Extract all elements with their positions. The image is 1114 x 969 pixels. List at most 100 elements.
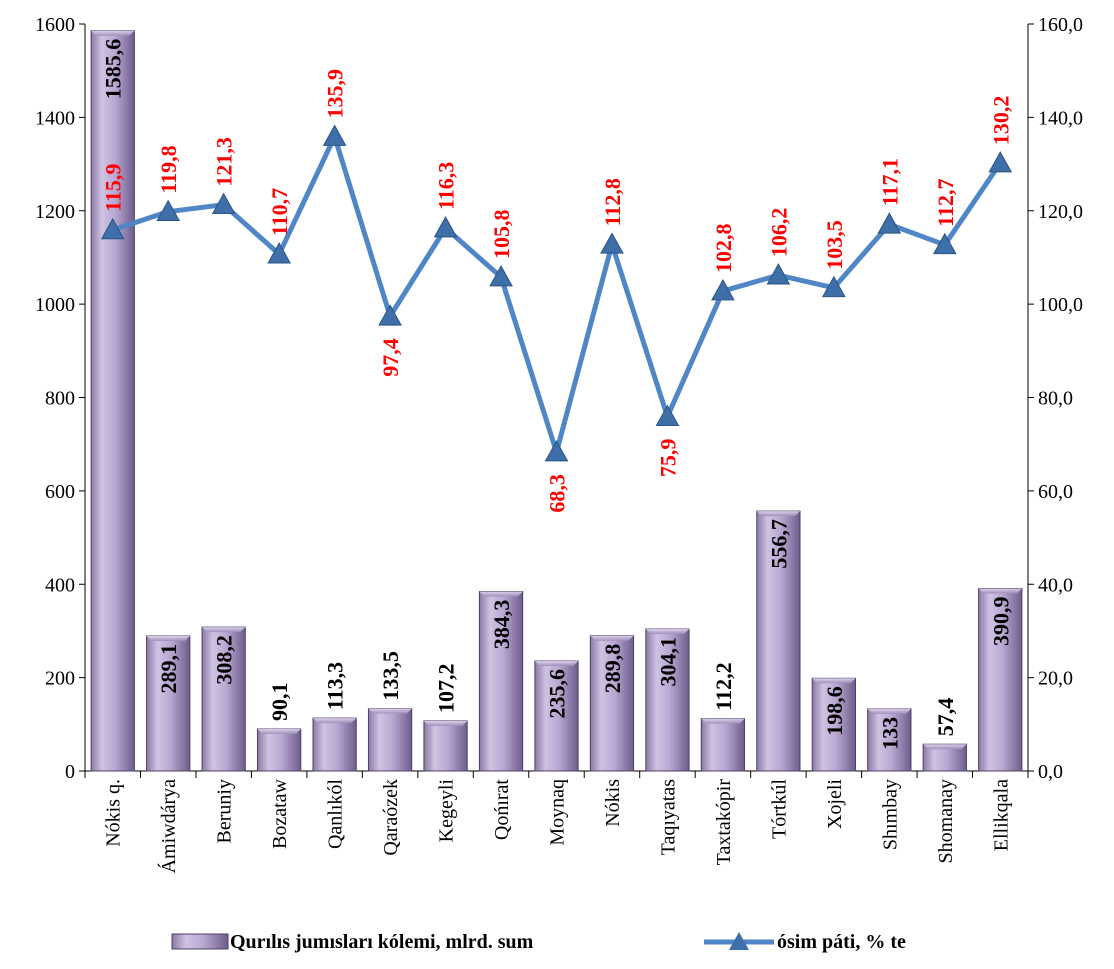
line-point: [489, 265, 513, 287]
right-tick-label: 120,0: [1038, 201, 1083, 223]
line-data-label: 102,8: [711, 224, 736, 274]
bar-data-label: 112,2: [711, 662, 736, 710]
line-series: [100, 124, 1013, 462]
line-data-label: 116,3: [434, 162, 459, 210]
legend-bar-label: Qurılıs jumısları kólemi, mlrd. sum: [230, 931, 534, 953]
line-data-label: 103,5: [822, 220, 847, 270]
bar-bevel: [534, 661, 579, 667]
bar-data-label: 556,7: [766, 519, 791, 569]
line-data-label: 110,7: [267, 188, 292, 236]
bar-data-label: 113,3: [323, 662, 348, 710]
bar: [367, 708, 413, 772]
bar-bevel: [257, 728, 301, 734]
x-tick-label: Moynaq: [547, 779, 569, 846]
bar: [867, 708, 912, 772]
x-tick-label: Xojeli: [824, 779, 846, 829]
bar: [146, 635, 191, 772]
bar-data-label: 1585,6: [101, 39, 126, 100]
x-tick-label: Qaraózek: [380, 779, 402, 856]
data-labels: 1585,6 289,1 308,2 90,1 113,3 133,5 107,2 384,3…: [101, 39, 1014, 750]
right-tick-label: 20,0: [1038, 668, 1073, 690]
bar-data-label: 384,3: [489, 600, 514, 650]
left-tick-label: 400: [45, 574, 75, 596]
line-point: [655, 404, 680, 426]
bar-bevel: [923, 744, 967, 750]
bar-series: [90, 30, 1023, 772]
x-tick-label: Tórtkúl: [768, 779, 790, 839]
x-tick-label: Nókis: [602, 779, 624, 827]
line-point: [378, 304, 402, 326]
bar-bevel: [146, 636, 190, 642]
bar-bevel: [756, 511, 801, 517]
line-point: [766, 263, 791, 285]
right-tick-label: 160,0: [1038, 14, 1083, 36]
x-tick-label: Qońırat: [491, 779, 513, 841]
bar-data-label: 308,2: [212, 635, 237, 685]
line-data-label: 105,8: [489, 210, 514, 260]
line-point: [322, 124, 347, 146]
x-tick-label: Taxtakópir: [713, 779, 735, 866]
bar-bevel: [978, 588, 1022, 594]
bar-data-label: 304,1: [655, 637, 680, 687]
line-point: [600, 232, 624, 254]
bar-data-label: 390,9: [988, 596, 1013, 646]
x-tick-label: Beruniy: [214, 779, 236, 843]
bar-data-label: 198,6: [822, 686, 847, 736]
line-data-label: 68,3: [545, 474, 570, 513]
line-point: [156, 199, 181, 221]
bar-bevel: [202, 627, 246, 633]
right-tick-label: 0,0: [1038, 761, 1063, 783]
left-tick-label: 1600: [35, 14, 75, 36]
left-tick-label: 600: [45, 481, 75, 503]
bar: [201, 626, 246, 772]
bar: [257, 728, 302, 772]
line-point: [932, 232, 957, 255]
bar: [700, 718, 746, 772]
x-tick-label: Shımbay: [879, 779, 901, 850]
line-data-label: 119,8: [156, 145, 181, 193]
legend-line-label: ósim páti, % te: [777, 931, 906, 953]
right-tick-label: 60,0: [1038, 481, 1073, 503]
x-tick-label: Nókis q.: [103, 779, 125, 847]
bar-data-label: 90,1: [267, 682, 292, 721]
line-point: [877, 212, 902, 234]
bar-bevel: [423, 720, 468, 726]
right-tick-label: 140,0: [1038, 107, 1083, 129]
line-point: [100, 217, 125, 240]
bar-data-label: 133,5: [378, 651, 403, 701]
bar: [312, 717, 357, 772]
line-point: [711, 279, 735, 301]
line-data-label: 130,2: [988, 96, 1013, 145]
x-tick-label: Kegeyli: [436, 779, 458, 843]
x-tick-label: Taqıyatas: [657, 779, 679, 856]
bar-data-label: 107,2: [434, 663, 459, 713]
legend-line-marker: [729, 932, 749, 950]
legend-bar-swatch: [171, 933, 229, 950]
line-data-label: 121,3: [212, 137, 237, 186]
bar-bevel: [479, 591, 523, 597]
bar-bevel: [645, 629, 690, 635]
axes: 0 200 400 600 800 1000 1200 1400 1600 0,0 20,0 40,0…: [35, 14, 1083, 873]
line-data-label: 135,9: [323, 69, 348, 119]
x-tick-label: Shomanay: [935, 779, 957, 863]
left-tick-label: 1000: [35, 294, 75, 316]
bar-bevel: [701, 718, 745, 724]
right-tick-label: 80,0: [1038, 388, 1073, 410]
bar-data-label: 289,1: [156, 644, 181, 694]
line-point: [267, 242, 291, 264]
bar-bevel: [91, 30, 135, 36]
left-tick-label: 0: [65, 761, 75, 783]
bar-data-label: 235,6: [545, 669, 570, 719]
x-tick-label: Bozataw: [269, 778, 291, 849]
line-path: [111, 134, 1003, 455]
line-point: [544, 440, 569, 462]
line-data-label: 115,9: [101, 164, 126, 212]
x-tick-label: Ámiwdárya: [157, 779, 180, 874]
bar-bevel: [312, 718, 357, 724]
bar: [478, 591, 524, 772]
line-data-label: 106,2: [766, 208, 791, 258]
x-tick-label: Qanlıkól: [325, 779, 347, 849]
bar-data-label: 289,8: [600, 644, 625, 694]
left-tick-label: 800: [45, 388, 75, 410]
line-data-label: 117,1: [877, 158, 902, 206]
